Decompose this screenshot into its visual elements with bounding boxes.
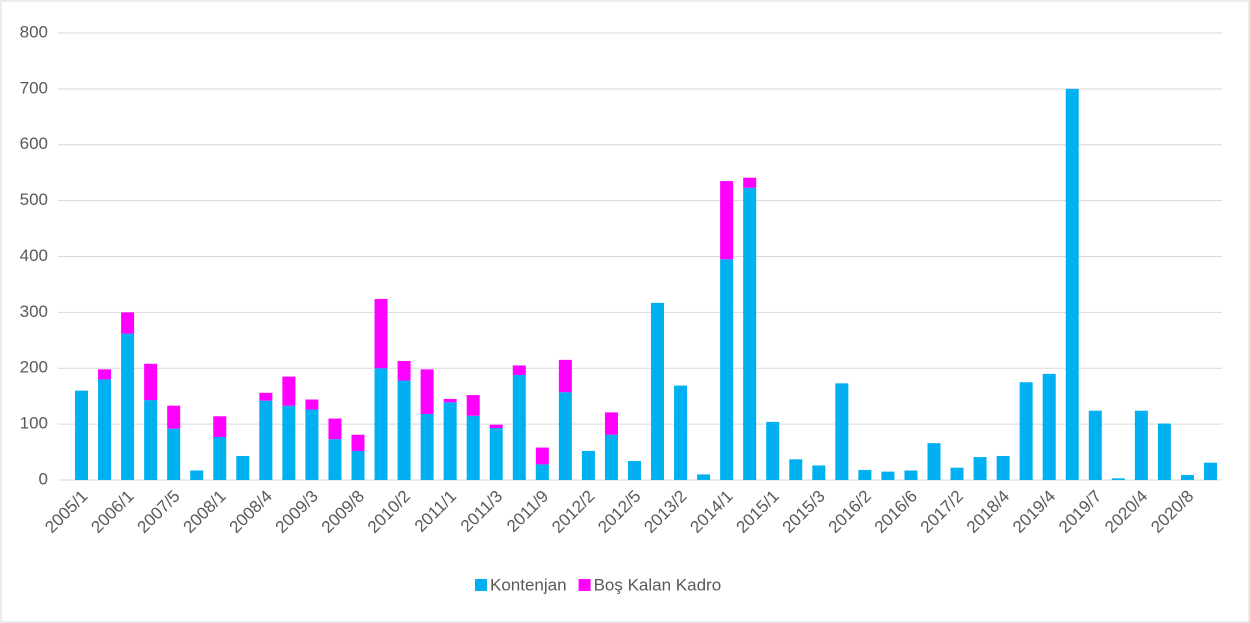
y-tick-label: 800: [20, 22, 48, 41]
bar-segment: [812, 465, 826, 480]
bar-segment: [351, 450, 365, 480]
bar-segment: [720, 181, 734, 260]
bar-segment: [489, 424, 503, 429]
bar-segment: [121, 333, 135, 480]
bar-segment: [512, 374, 526, 480]
bar-segment: [1111, 478, 1125, 480]
bar-segment: [996, 455, 1010, 480]
y-tick-label: 600: [20, 134, 48, 153]
bar-segment: [213, 416, 227, 437]
bar-segment: [535, 447, 549, 465]
bar-segment: [1157, 423, 1171, 480]
y-tick-label: 0: [39, 469, 48, 488]
bar-segment: [144, 363, 158, 401]
bar-segment: [858, 469, 872, 480]
bar-segment: [535, 464, 549, 480]
bar-segment: [351, 434, 365, 451]
bar-segment: [697, 474, 711, 480]
y-tick-label: 200: [20, 358, 48, 377]
bar-segment: [98, 369, 112, 380]
legend-label: Boş Kalan Kadro: [594, 575, 722, 594]
bar-segment: [581, 450, 595, 480]
legend-swatch: [578, 579, 591, 591]
bar-segment: [328, 418, 342, 440]
bar-segment: [144, 400, 158, 480]
bar-segment: [420, 414, 434, 480]
bar-segment: [835, 383, 849, 480]
y-tick-label: 100: [20, 414, 48, 433]
y-tick-label: 500: [20, 190, 48, 209]
bar-segment: [443, 402, 457, 480]
bar-segment: [512, 365, 526, 375]
bar-segment: [651, 302, 665, 480]
bar-segment: [627, 461, 641, 480]
bar-segment: [282, 376, 296, 406]
bar-segment: [558, 359, 572, 393]
bar-segment: [397, 380, 411, 480]
bar-segment: [1065, 88, 1079, 480]
bar-segment: [789, 459, 803, 480]
bar-segment: [489, 428, 503, 480]
y-tick-label: 300: [20, 302, 48, 321]
bar-segment: [190, 470, 204, 480]
bar-segment: [121, 312, 135, 334]
bar-segment: [305, 399, 319, 410]
bar-segment: [904, 470, 918, 480]
bar-segment: [167, 428, 181, 480]
y-tick-label: 400: [20, 246, 48, 265]
bar-segment: [950, 467, 964, 480]
legend-label: Kontenjan: [490, 575, 567, 594]
bar-segment: [881, 471, 895, 480]
bar-segment: [282, 405, 296, 480]
bar-segment: [75, 390, 89, 480]
bar-segment: [213, 436, 227, 480]
bar-segment: [305, 409, 319, 480]
bar-segment: [973, 457, 987, 480]
bar-segment: [1203, 462, 1217, 480]
bar-segment: [328, 439, 342, 480]
legend-swatch: [475, 579, 487, 591]
bar-segment: [604, 412, 618, 435]
bar-segment: [766, 421, 780, 480]
bar-segment: [259, 392, 273, 401]
bar-segment: [443, 398, 457, 403]
bar-segment: [720, 259, 734, 480]
bar-segment: [374, 298, 388, 369]
bar-segment: [743, 187, 757, 480]
bar-segment: [259, 400, 273, 480]
bar-segment: [1042, 373, 1056, 480]
bar-segment: [98, 379, 112, 480]
bar-segment: [558, 392, 572, 480]
y-tick-label: 700: [20, 78, 48, 97]
bar-segment: [743, 177, 757, 188]
bar-segment: [466, 395, 480, 416]
bar-segment: [1088, 410, 1102, 480]
bar-segment: [604, 434, 618, 480]
bar-segment: [1134, 410, 1148, 480]
bar-segment: [397, 360, 411, 381]
bar-segment: [1019, 382, 1033, 480]
bar-segment: [167, 405, 181, 429]
bar-segment: [420, 369, 434, 415]
bar-segment: [236, 455, 250, 480]
bar-segment: [1180, 474, 1194, 480]
bar-segment: [374, 368, 388, 480]
bar-segment: [466, 415, 480, 480]
bar-segment: [927, 443, 941, 480]
bar-segment: [674, 385, 688, 480]
